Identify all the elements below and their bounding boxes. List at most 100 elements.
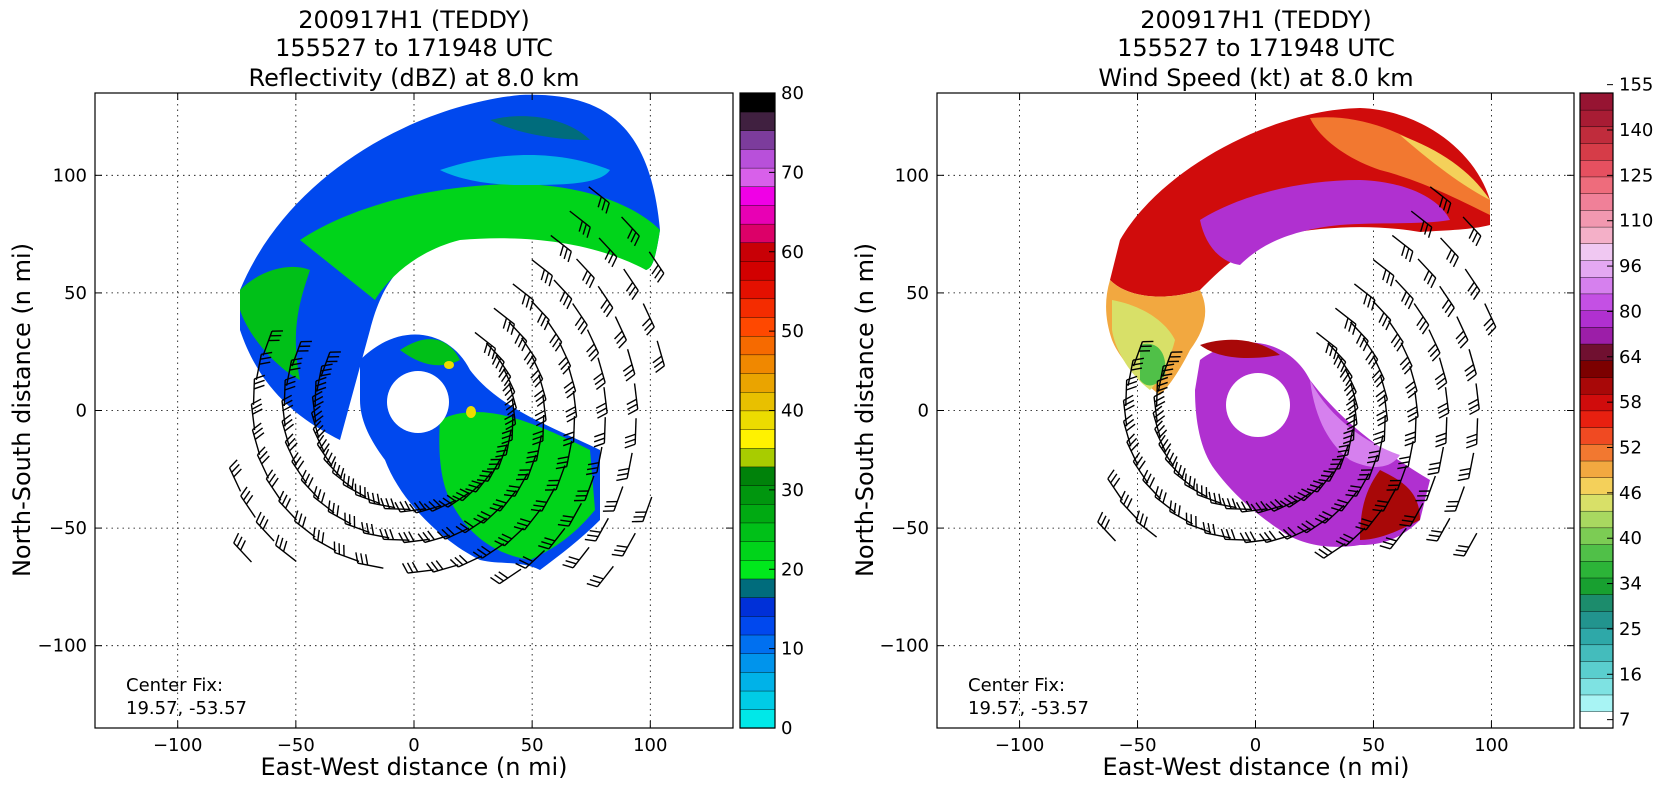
x-tick-label: 100 <box>1474 735 1508 756</box>
colorbar-segment <box>740 579 775 598</box>
y-tick-label: −100 <box>38 636 87 657</box>
colorbar-segment <box>740 635 775 654</box>
colorbar-segment <box>740 317 775 336</box>
colorbar-segment <box>740 130 775 149</box>
colorbar-segment <box>740 429 775 448</box>
wind-barb-staff <box>512 414 513 440</box>
wind-barb-staff <box>635 418 636 444</box>
colorbar-segment <box>1580 160 1613 177</box>
colorbar-segment <box>1580 544 1613 561</box>
wind-barb-staff <box>1157 381 1158 407</box>
y-tick-label: 100 <box>53 165 87 186</box>
colorbar-segment <box>740 653 775 672</box>
colorbar-segment <box>1580 227 1613 244</box>
wind-barb-staff <box>315 381 316 407</box>
reflectivity-yellow-spot <box>444 361 454 369</box>
wind-ylabel: North-South distance (n mi) <box>851 243 879 577</box>
colorbar-segment <box>740 392 775 411</box>
colorbar-tick-label: 34 <box>1619 574 1642 595</box>
colorbar-tick-label: 70 <box>781 162 804 183</box>
reflectivity-center-fix-value: 19.57, -53.57 <box>126 698 247 719</box>
colorbar-segment <box>740 485 775 504</box>
colorbar-tick-label: 46 <box>1619 483 1642 504</box>
colorbar-segment <box>1580 461 1613 478</box>
wind-center-fix-label: Center Fix: <box>968 675 1065 696</box>
y-tick-label: 100 <box>895 165 929 186</box>
colorbar-tick-label: 16 <box>1619 664 1642 685</box>
wind-title-line-1: 200917H1 (TEDDY) <box>1140 6 1371 34</box>
wind-xlabel: East-West distance (n mi) <box>1102 753 1409 781</box>
wind-barb-staff <box>574 416 575 442</box>
colorbar-segment <box>1580 294 1613 311</box>
colorbar-segment <box>740 205 775 224</box>
colorbar-tick-label: 140 <box>1619 120 1653 141</box>
x-tick-label: −100 <box>153 735 202 756</box>
colorbar-segment <box>740 224 775 243</box>
colorbar-segment <box>740 523 775 542</box>
colorbar-tick-label: 60 <box>781 242 804 263</box>
wind-speed-panel: 200917H1 (TEDDY) 155527 to 171948 UTC Wi… <box>851 6 1653 781</box>
colorbar-segment <box>740 672 775 691</box>
colorbar-segment <box>740 298 775 317</box>
reflectivity-xlabel: East-West distance (n mi) <box>260 753 567 781</box>
colorbar-segment <box>740 261 775 280</box>
wind-barb-staff <box>1384 415 1385 441</box>
colorbar-tick-label: 80 <box>781 83 804 104</box>
colorbar-segment <box>740 112 775 131</box>
y-tick-label: 50 <box>64 283 87 304</box>
wind-eye <box>1226 373 1290 437</box>
colorbar-segment <box>1580 695 1613 712</box>
colorbar-segment <box>740 354 775 373</box>
wind-barb-staff <box>383 539 409 540</box>
colorbar-segment <box>1580 578 1613 595</box>
y-tick-label: 50 <box>906 283 929 304</box>
colorbar-segment <box>740 467 775 486</box>
colorbar-segment <box>740 616 775 635</box>
colorbar-segment <box>1580 611 1613 628</box>
reflectivity-panel: 200917H1 (TEDDY) 155527 to 171948 UTC Re… <box>8 6 804 781</box>
colorbar-segment <box>1580 310 1613 327</box>
colorbar-segment <box>740 448 775 467</box>
colorbar-segment <box>1580 126 1613 143</box>
wind-barb-staff <box>284 380 285 406</box>
reflectivity-center-fix-label: Center Fix: <box>126 675 223 696</box>
colorbar-segment <box>740 709 775 728</box>
wind-barb-staff <box>253 379 254 405</box>
colorbar-segment <box>740 691 775 710</box>
colorbar-segment <box>1580 427 1613 444</box>
colorbar-segment <box>1580 327 1613 344</box>
colorbar-segment <box>740 186 775 205</box>
colorbar-segment <box>1580 277 1613 294</box>
colorbar-tick-label: 58 <box>1619 392 1642 413</box>
colorbar-tick-label: 155 <box>1619 75 1653 96</box>
y-tick-label: −50 <box>49 518 87 539</box>
y-tick-label: 0 <box>76 401 87 422</box>
colorbar-segment <box>740 541 775 560</box>
colorbar-segment <box>1580 628 1613 645</box>
wind-barb-staff <box>1415 416 1416 442</box>
colorbar-segment <box>740 597 775 616</box>
colorbar-segment <box>740 280 775 299</box>
reflectivity-yellow-spot-2 <box>466 406 476 418</box>
wind-title-line-2: 155527 to 171948 UTC <box>1117 34 1395 62</box>
colorbar-tick-label: 7 <box>1619 710 1630 731</box>
colorbar-segment <box>1580 561 1613 578</box>
colorbar-segment <box>1580 110 1613 127</box>
x-tick-label: 100 <box>633 735 667 756</box>
colorbar-segment <box>740 504 775 523</box>
colorbar-segment <box>1580 594 1613 611</box>
wind-barb-staff <box>385 509 411 510</box>
colorbar-tick-label: 96 <box>1619 256 1642 277</box>
wind-barb-staff <box>1226 509 1252 510</box>
colorbar-segment <box>1580 177 1613 194</box>
wind-barb-staff <box>1446 417 1447 443</box>
reflectivity-ylabel: North-South distance (n mi) <box>8 243 36 577</box>
colorbar-segment <box>1580 193 1613 210</box>
colorbar-tick-label: 25 <box>1619 619 1642 640</box>
colorbar-segment <box>1580 661 1613 678</box>
colorbar-segment <box>740 149 775 168</box>
